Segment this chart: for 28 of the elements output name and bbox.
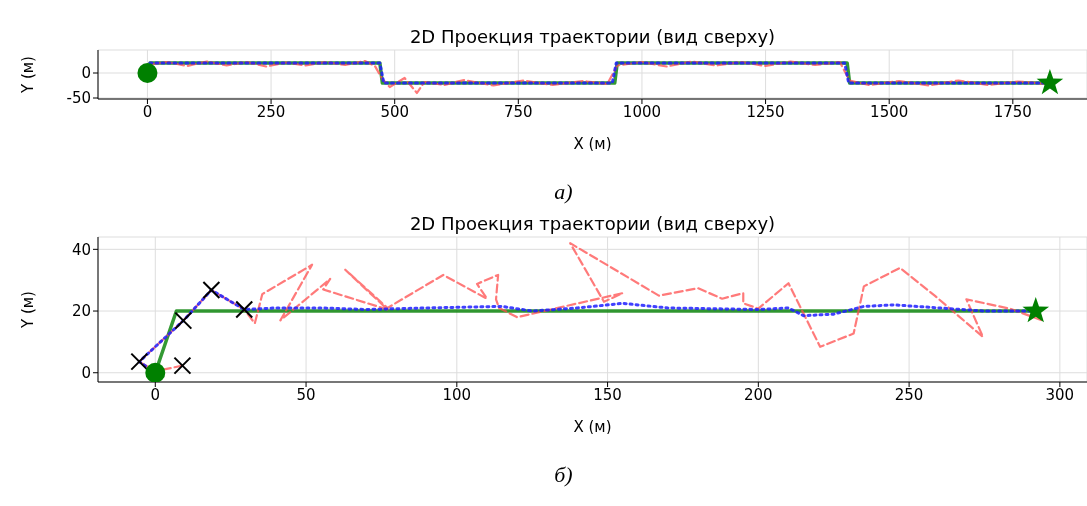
y-axis-title: Y (м) (19, 56, 38, 94)
y-tick-label: 0 (81, 364, 91, 383)
x-tick-label: 250 (256, 102, 286, 121)
y-axis-title: Y (м) (19, 291, 38, 329)
x-tick-label: 1500 (870, 102, 909, 121)
x-tick-label: 100 (442, 385, 472, 404)
x-tick-label: 50 (296, 385, 316, 404)
x-axis-title: X (м) (573, 418, 612, 436)
x-tick-label: 150 (593, 385, 622, 404)
chart-title: 2D Проекция траектории (вид сверху) (408, 26, 777, 48)
x-tick-label: 1000 (622, 102, 662, 121)
x-tick-label: 0 (150, 385, 161, 404)
text: а) (553, 179, 574, 206)
y-tick-label: -50 (66, 89, 91, 108)
x-tick-label: 0 (142, 102, 153, 121)
x-tick-label: 1250 (746, 102, 785, 121)
x-tick-label: 300 (1045, 385, 1075, 404)
x-tick-label: 200 (744, 385, 773, 404)
y-tick-label: 0 (81, 64, 91, 83)
y-tick-label: 40 (71, 240, 91, 259)
x-tick-label: 750 (504, 102, 533, 121)
chart-title: 2D Проекция траектории (вид сверху) (408, 213, 777, 235)
x-tick-label: 500 (380, 102, 410, 121)
y-tick-label: 20 (71, 302, 91, 321)
text: б) (553, 462, 574, 489)
x-axis-title: X (м) (573, 135, 612, 153)
x-tick-label: 250 (894, 385, 924, 404)
x-tick-label: 1750 (993, 102, 1032, 121)
